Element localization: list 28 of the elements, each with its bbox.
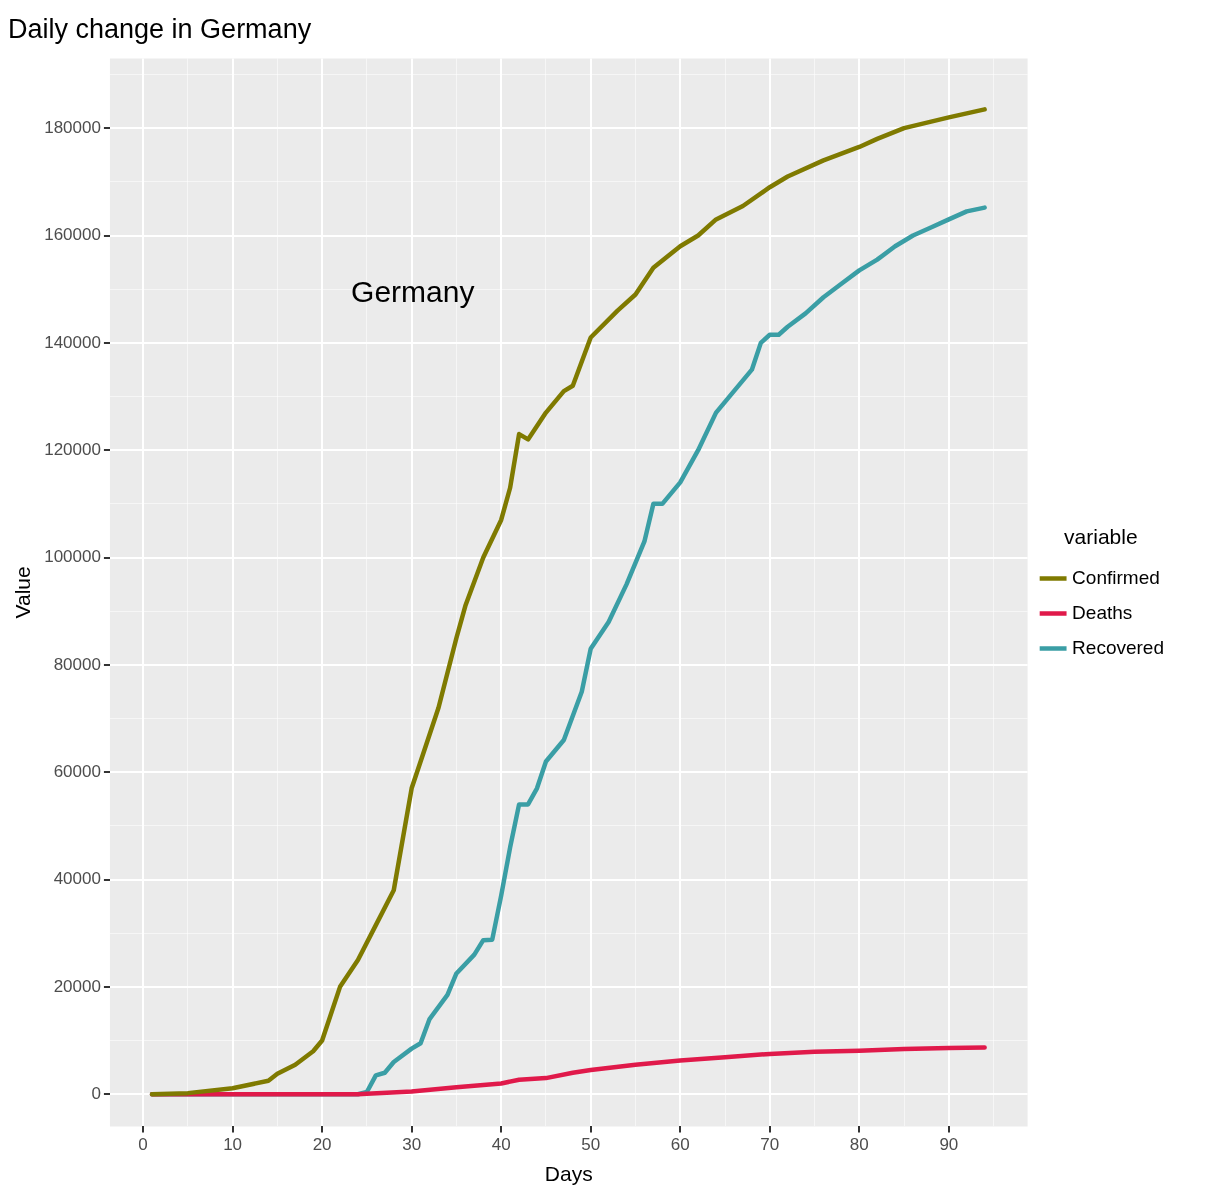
x-tick-label: 10 — [223, 1135, 243, 1155]
y-tick-label: 20000 — [53, 976, 101, 996]
x-tick-label: 60 — [670, 1135, 690, 1155]
x-tick-label: 30 — [402, 1135, 422, 1155]
y-tick-label: 140000 — [44, 332, 101, 352]
legend-title: variable — [1064, 525, 1138, 549]
y-tick-label: 100000 — [44, 547, 101, 567]
x-tick-label: 40 — [491, 1135, 511, 1155]
legend-label: Recovered — [1072, 636, 1165, 658]
annotation: Germany — [351, 274, 475, 308]
y-tick-label: 40000 — [53, 869, 101, 889]
x-tick-label: 20 — [312, 1135, 332, 1155]
legend-label: Confirmed — [1072, 566, 1160, 588]
chart-title: Daily change in Germany — [8, 13, 312, 44]
x-tick-label: 0 — [138, 1135, 148, 1155]
y-tick-label: 80000 — [53, 654, 101, 674]
y-tick-label: 160000 — [44, 225, 101, 245]
y-tick-label: 120000 — [44, 439, 101, 459]
x-tick-label: 90 — [939, 1135, 959, 1155]
x-tick-label: 80 — [849, 1135, 869, 1155]
y-axis-title: Value — [11, 566, 35, 619]
x-tick-label: 50 — [581, 1135, 601, 1155]
x-axis-title: Days — [544, 1162, 593, 1186]
y-tick-label: 0 — [91, 1083, 101, 1103]
y-tick-label: 60000 — [53, 761, 101, 781]
x-tick-label: 70 — [760, 1135, 780, 1155]
y-tick-label: 180000 — [44, 117, 101, 137]
legend-label: Deaths — [1072, 601, 1133, 623]
